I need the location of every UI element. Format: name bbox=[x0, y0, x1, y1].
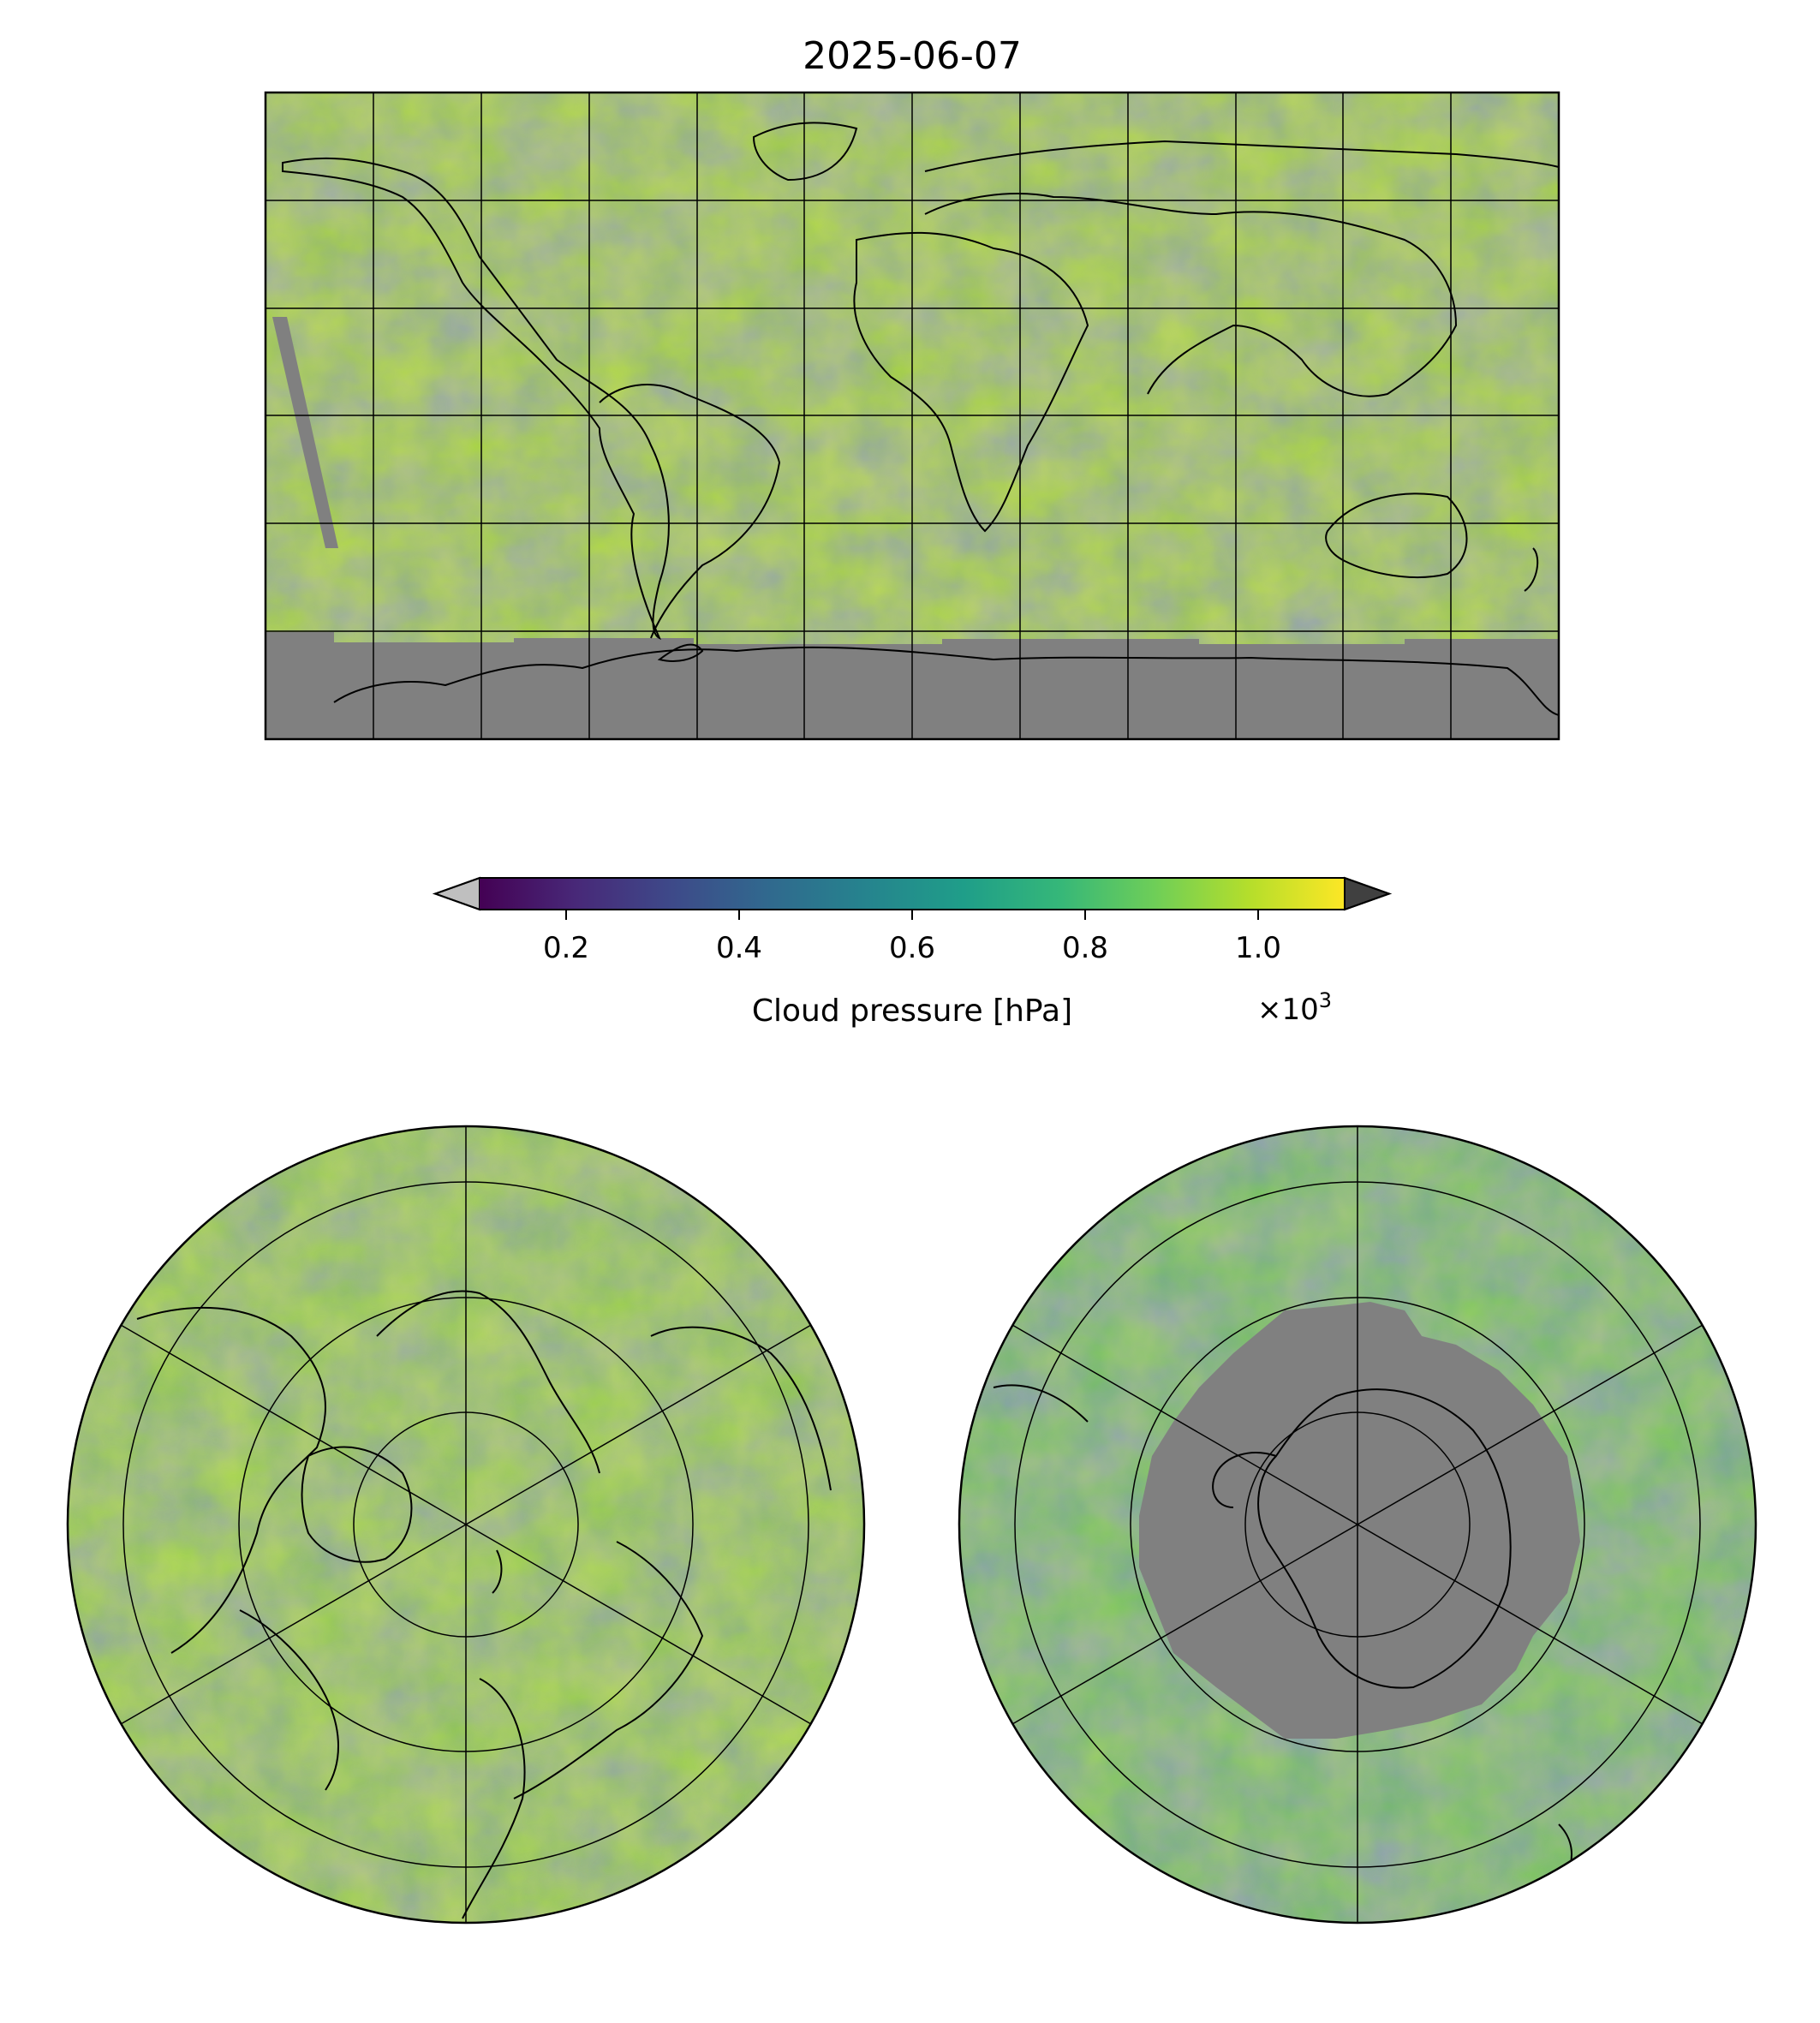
colorbar-multiplier: ×103 bbox=[1257, 988, 1332, 1027]
colorbar-label: Cloud pressure [hPa] bbox=[752, 994, 1072, 1029]
south-polar-map bbox=[958, 1125, 1757, 1925]
colorbar-tick-label: 0.8 bbox=[1062, 931, 1108, 965]
colorbar-outline bbox=[433, 877, 1392, 910]
global-map-missing-data-strip bbox=[272, 317, 338, 548]
global-map bbox=[264, 91, 1560, 741]
colorbar-multiplier-base: ×10 bbox=[1257, 993, 1319, 1027]
colorbar-tick-label: 1.0 bbox=[1235, 931, 1281, 965]
colorbar-ticks: 0.2 0.4 0.6 0.8 1.0 bbox=[543, 910, 1281, 965]
colorbar-tick-label: 0.4 bbox=[716, 931, 762, 965]
colorbar: 0.2 0.4 0.6 0.8 1.0 Cloud pressure [hPa] ×10… bbox=[433, 876, 1392, 1029]
south-map-frame bbox=[958, 1125, 1757, 1925]
colorbar-gradient bbox=[480, 878, 1345, 910]
north-coastlines bbox=[136, 1290, 832, 1919]
global-gridlines bbox=[266, 92, 1559, 739]
figure-title: 2025-06-07 bbox=[803, 34, 1022, 78]
colorbar-over-extension bbox=[1344, 876, 1392, 911]
colorbar-tick-label: 0.2 bbox=[543, 931, 589, 965]
colorbar-under-extension bbox=[433, 876, 480, 911]
north-gridlines bbox=[120, 1126, 812, 1923]
south-map-missing-data bbox=[1139, 1302, 1580, 1739]
south-gridlines bbox=[1011, 1126, 1704, 1923]
north-map-frame bbox=[66, 1125, 866, 1925]
global-coastlines bbox=[282, 122, 1559, 716]
north-polar-map bbox=[66, 1125, 866, 1925]
colorbar-multiplier-exp: 3 bbox=[1319, 988, 1332, 1012]
south-coastlines bbox=[993, 1384, 1572, 1885]
colorbar-tick-label: 0.6 bbox=[889, 931, 935, 965]
global-map-frame bbox=[264, 91, 1560, 741]
